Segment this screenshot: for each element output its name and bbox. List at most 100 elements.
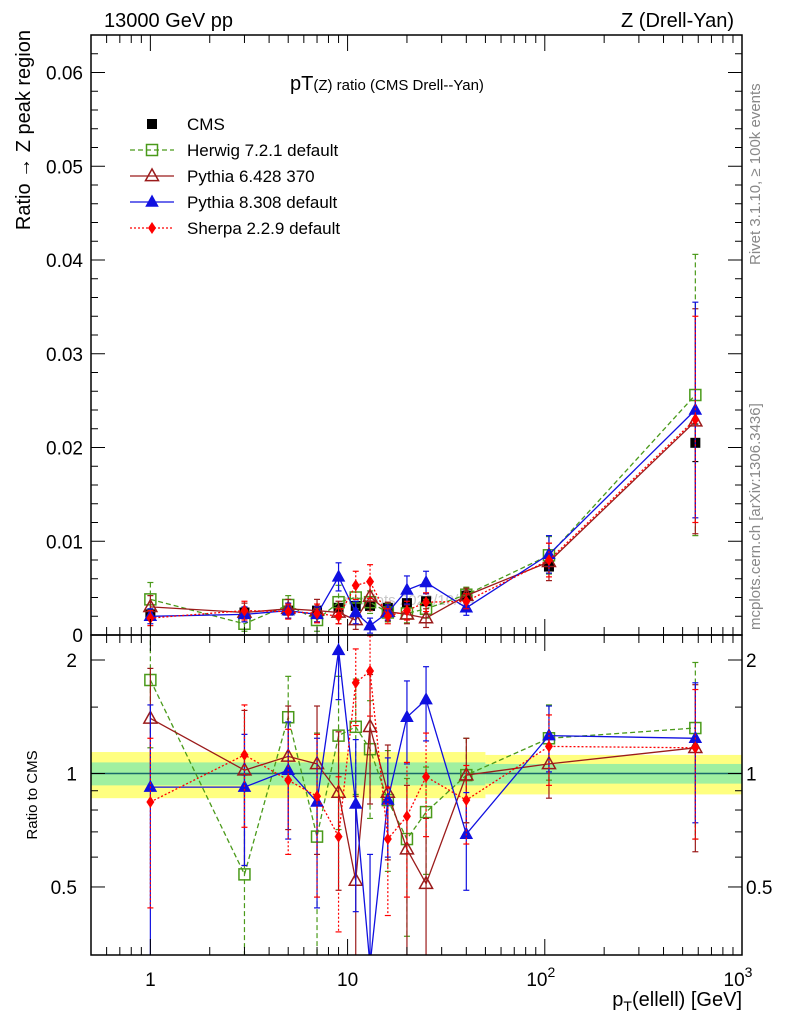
main-sherpa-point: [146, 612, 155, 625]
main-series-herwig: [144, 253, 702, 632]
main-pythia6-point: [418, 609, 434, 624]
main-sherpa-line: [150, 418, 696, 619]
x-tick-label-exponent: 2: [547, 964, 555, 980]
header-right-label: Z (Drell-Yan): [621, 10, 734, 32]
x-tick-label: 10: [337, 970, 358, 991]
main-sherpa-point: [383, 610, 392, 623]
plot-title: pT(Z) ratio (CMS Drell--Yan): [290, 73, 484, 95]
legend-herwig-marker: [145, 143, 159, 157]
main-pythia8-point: [363, 618, 377, 631]
plot-title-main: pT: [290, 73, 313, 95]
axis-ticks-layer: 00.010.020.030.040.050.060.5 0.51 12 21 10 10…: [46, 34, 772, 991]
legend-pythia6-marker: [144, 167, 160, 182]
main-sherpa-point: [351, 579, 360, 592]
legend-item-pythia8: Pythia 8.308 default: [130, 193, 338, 212]
mcplots-reference-label: mcplots.cern.ch [arXiv:1306.3436]: [747, 403, 764, 630]
main-sherpa-point: [313, 607, 322, 620]
ratio-y-tick-label-right: 0.5: [746, 878, 772, 899]
top-y-tick-label: 0.01: [46, 532, 83, 553]
bottom-panel-frame: [90, 634, 743, 956]
ratio-y-tick-label-right: 2: [746, 651, 757, 672]
top-y-tick-label: 0: [72, 626, 83, 647]
main-pythia8-point: [419, 575, 433, 588]
ratio-series-pythia6: [142, 667, 704, 955]
ratio-sherpa-point: [284, 774, 293, 787]
ratio-pythia8-line: [150, 650, 696, 955]
x-tick-label-base: 10: [724, 970, 745, 991]
ratio-sherpa-point: [313, 790, 322, 803]
legend-item-herwig: Herwig 7.2.1 default: [130, 141, 338, 160]
top-y-tick-label: 0.03: [46, 345, 83, 366]
x-tick-label: 103: [724, 964, 753, 991]
ratio-y-tick-label-left: 2: [66, 651, 77, 672]
main-sherpa-point: [402, 604, 411, 617]
legend-item-sherpa: Sherpa 2.2.9 default: [130, 219, 340, 238]
legend-cms-label: CMS: [187, 115, 225, 134]
x-tick-label-base: 10: [526, 970, 547, 991]
main-sherpa-point: [422, 596, 431, 609]
ratio-pythia8-point: [419, 692, 433, 705]
main-pythia8-point: [348, 605, 363, 618]
ratio-pythia8-point: [365, 959, 376, 969]
ratio-pythia6-point: [458, 766, 475, 781]
top-panel-data: [142, 253, 704, 634]
x-axis-title-main: p: [612, 989, 623, 1011]
legend-sherpa-label: Sherpa 2.2.9 default: [187, 219, 340, 238]
ratio-pythia6-point: [399, 840, 415, 855]
main-sherpa-point: [366, 575, 375, 588]
main-pythia6-point: [362, 587, 378, 602]
ratio-band-layer: [91, 752, 742, 799]
ratio-sherpa-point: [351, 676, 360, 689]
main-pythia8-point: [331, 569, 346, 582]
legend-herwig-label: Herwig 7.2.1 default: [187, 141, 338, 160]
x-tick-label-exponent: 3: [745, 964, 753, 980]
ratio-pythia6-line: [150, 717, 696, 886]
legend: CMS Herwig 7.2.1 default Pythia 6.428 370 P…: [130, 115, 340, 238]
main-herwig-line: [150, 394, 696, 625]
main-sherpa-point: [334, 610, 343, 623]
ratio-pythia6-point: [362, 718, 378, 733]
main-pythia6-line: [150, 420, 696, 621]
ratio-sherpa-point: [383, 833, 392, 846]
main-pythia6-point: [347, 611, 364, 626]
main-series-cms: [145, 423, 701, 620]
rivet-version-label: Rivet 3.1.10, ≥ 100k events: [747, 83, 764, 265]
ratio-pythia6-point: [418, 875, 434, 890]
plot-title-sub: (Z) ratio (CMS Drell--Yan): [313, 77, 484, 94]
main-sherpa-point: [544, 554, 553, 566]
main-series-pythia8: [143, 301, 703, 634]
ratio-sherpa-point: [240, 748, 249, 761]
x-tick-label: 102: [526, 964, 555, 991]
header-left-label: 13000 GeV pp: [104, 10, 233, 32]
ratio-sherpa-point: [334, 830, 343, 843]
legend-pythia6-label: Pythia 6.428 370: [187, 167, 315, 186]
x-axis-title-sub: T: [623, 998, 632, 1014]
ratio-sherpa-point: [146, 796, 155, 809]
ratio-sherpa-point: [402, 810, 411, 823]
main-sherpa-point: [462, 595, 471, 608]
main-sherpa-point: [240, 604, 249, 617]
main-pythia8-point: [400, 582, 414, 595]
bottom-y-axis-title: Ratio to CMS: [24, 750, 41, 839]
legend-item-cms: CMS: [147, 115, 225, 134]
ratio-series-herwig: [144, 635, 702, 955]
ratio-y-tick-label-left: 1: [66, 764, 77, 785]
ratio-sherpa-point: [366, 665, 375, 678]
main-sherpa-point: [691, 413, 700, 426]
legend-sherpa-marker: [148, 222, 156, 234]
ratio-herwig-point: [238, 868, 251, 881]
ratio-sherpa-point: [691, 741, 700, 754]
main-series-sherpa: [146, 315, 700, 627]
legend-pythia8-label: Pythia 8.308 default: [187, 193, 338, 212]
ratio-sherpa-point: [462, 794, 471, 807]
top-y-tick-label: 0.06: [46, 64, 83, 85]
ratio-pythia8-point: [348, 796, 363, 809]
ratio-panel-data: [142, 635, 704, 969]
ratio-y-tick-label-left: 0.5: [51, 878, 77, 899]
ratio-pythia8-point: [400, 709, 414, 722]
legend-cms-marker: [147, 119, 157, 129]
top-y-tick-label: 0.05: [46, 157, 83, 178]
x-tick-label: 1: [145, 970, 156, 991]
main-sherpa-point: [284, 605, 293, 618]
